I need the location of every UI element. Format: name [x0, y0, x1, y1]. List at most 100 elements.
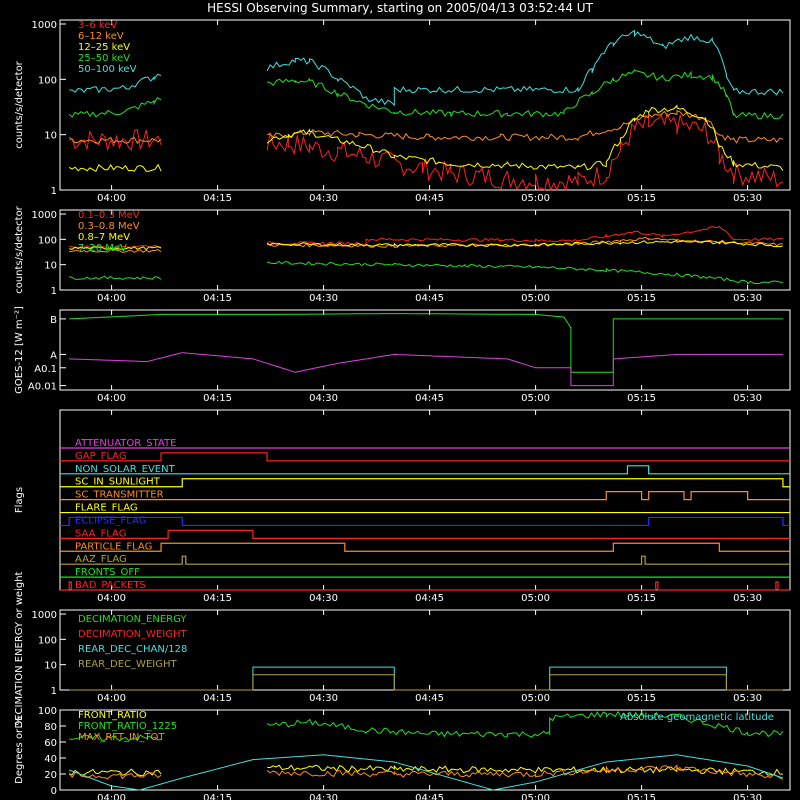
x-tick-label: 05:30	[733, 593, 762, 604]
x-tick-label: 05:30	[733, 293, 762, 304]
y-tick-label: 100	[38, 235, 57, 246]
legend-entry: 12–25 keV	[78, 42, 130, 53]
flag-label: SAA_FLAG	[75, 528, 126, 539]
y-tick-label: 1000	[32, 210, 57, 221]
x-tick-label: 04:15	[203, 193, 232, 204]
y-axis-label: counts/s/detector	[14, 205, 25, 293]
series-1-line	[69, 225, 783, 249]
flag-label: SC_TRANSMITTER	[75, 490, 164, 501]
y-tick-label: 0	[51, 786, 57, 797]
x-tick-label: 04:00	[97, 193, 126, 204]
flag-label: SC_IN_SUNLIGHT	[75, 477, 161, 488]
flag-label: FLARE_FLAG	[75, 503, 138, 514]
y-tick-label: 100	[38, 635, 57, 646]
y-tick-label: 10	[44, 661, 57, 672]
x-tick-label: 04:15	[203, 793, 232, 800]
series-2-line	[68, 110, 784, 145]
y-tick-label: 1000	[32, 20, 57, 31]
flag-label: NON_SOLAR_EVENT	[75, 464, 176, 475]
x-tick-label: 05:15	[627, 793, 656, 800]
y-axis-label: counts/s/detector	[14, 60, 25, 148]
x-tick-label: 04:45	[415, 193, 444, 204]
x-tick-label: 04:00	[97, 693, 126, 704]
series-3-line	[68, 764, 784, 780]
series-4-line	[69, 754, 784, 791]
flag-line	[60, 516, 790, 527]
x-tick-label: 04:00	[97, 293, 126, 304]
series-4-line	[69, 260, 783, 285]
x-tick-label: 04:45	[415, 693, 444, 704]
panel-1: counts/s/detector 04:00 04:15 04:30 04:45 05:…	[14, 19, 791, 204]
flag-line	[60, 542, 790, 552]
series-4-line	[68, 68, 784, 120]
x-tick-label: 05:15	[627, 193, 656, 204]
legend-entry: 3–6 keV	[78, 20, 117, 31]
x-tick-label: 05:00	[521, 693, 550, 704]
legend-entry: REAR_DEC_WEIGHT	[78, 659, 177, 670]
legend-entry: 0.1–0.3 MeV	[78, 210, 140, 221]
y-tick-label: 60	[44, 738, 57, 749]
panel-6: Degrees or % 04:00 04:15 04:30 04:45 05:00 05:…	[14, 706, 791, 800]
y-tick-label: A	[50, 350, 57, 361]
x-tick-label: 05:15	[627, 593, 656, 604]
flag-label: AAZ_FLAG	[75, 554, 127, 565]
y-tick-label: 10	[44, 261, 57, 272]
series-2-line	[69, 352, 783, 387]
flag-line	[60, 465, 790, 475]
x-tick-label: 04:30	[309, 793, 338, 800]
x-tick-label: 05:15	[627, 293, 656, 304]
x-tick-label: 05:30	[733, 393, 762, 404]
flag-line	[60, 491, 790, 501]
y-axis-label: GOES-12 [W m⁻²]	[14, 306, 25, 394]
flag-label: BAD_PACKETS	[75, 580, 146, 591]
y-tick-label: B	[50, 315, 57, 326]
x-tick-label: 04:00	[97, 593, 126, 604]
x-tick-label: 05:15	[627, 693, 656, 704]
x-tick-label: 04:30	[309, 193, 338, 204]
y-tick-label: 1	[51, 186, 57, 197]
x-tick-label: 04:15	[203, 593, 232, 604]
x-tick-label: 04:30	[309, 593, 338, 604]
y-tick-label: A0.01	[28, 382, 57, 393]
panel-2: counts/s/detector 04:00 04:15 04:30 04:45 05:…	[14, 205, 791, 304]
legend-entry: FRONT_RATIO_1225	[78, 721, 177, 732]
x-tick-label: 04:30	[309, 293, 338, 304]
legend-entry: 6–12 keV	[78, 31, 124, 42]
series-4-line	[69, 674, 783, 691]
panel-frame	[59, 19, 791, 191]
y-tick-label: 80	[44, 722, 57, 733]
legend-entry: DECIMATION_WEIGHT	[78, 629, 187, 640]
x-tick-label: 05:00	[521, 293, 550, 304]
y-tick-label: 40	[44, 754, 57, 765]
series-1-line	[69, 764, 783, 777]
y-tick-label: 20	[44, 770, 57, 781]
series-3-line	[69, 240, 784, 251]
y-axis-label: DECIMATION ENERGY or weight	[14, 571, 25, 728]
legend-entry: 50–100 keV	[78, 64, 137, 75]
x-tick-label: 04:15	[203, 393, 232, 404]
flag-label: FRONTS_OFF	[75, 567, 140, 578]
series-3-line	[68, 104, 784, 172]
x-tick-label: 04:00	[97, 793, 126, 800]
legend-entry: 0.3–0.8 MeV	[78, 221, 140, 232]
x-tick-label: 05:00	[521, 593, 550, 604]
y-tick-label: 10	[44, 131, 57, 142]
flag-label: ECLIPSE_FLAG	[75, 515, 146, 526]
legend-entry: MAX_RFT_IN_TOT	[78, 732, 165, 743]
x-tick-label: 04:00	[97, 393, 126, 404]
x-tick-label: 04:45	[415, 293, 444, 304]
series-2-line	[69, 710, 784, 742]
y-tick-label: 1000	[32, 610, 57, 621]
y-tick-label: 100	[38, 75, 57, 86]
x-tick-label: 05:30	[733, 693, 762, 704]
flag-line	[60, 452, 790, 462]
y-tick-label: A0.1	[34, 364, 57, 375]
x-tick-label: 04:45	[415, 393, 444, 404]
flag-label: GAP_FLAG	[75, 451, 127, 462]
panel-4: Flags 04:00 04:15 04:30 04:45 05:00 05:15 05:30…	[14, 409, 791, 604]
panel-frame	[59, 709, 791, 791]
x-tick-label: 04:30	[309, 693, 338, 704]
x-tick-label: 05:00	[521, 393, 550, 404]
series-5-line	[69, 29, 784, 107]
